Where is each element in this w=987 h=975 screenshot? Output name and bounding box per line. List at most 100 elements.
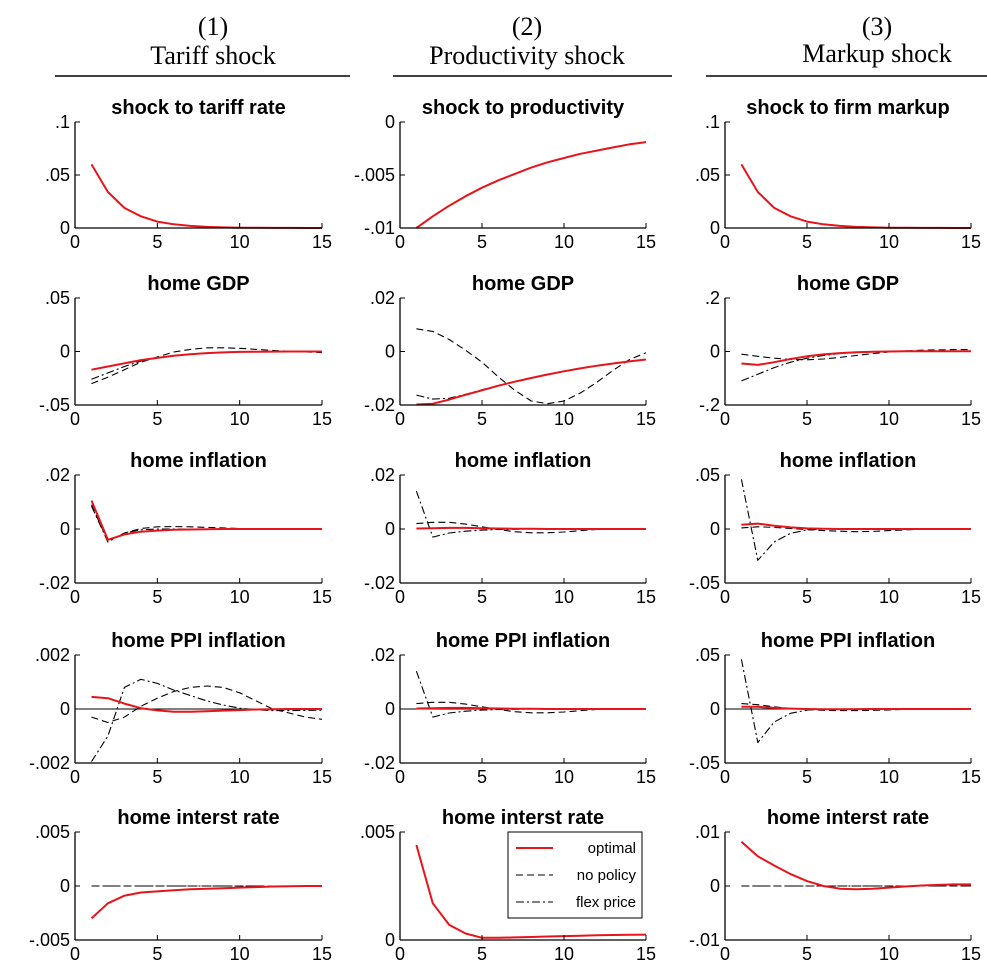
x-tick-label: 10	[230, 587, 250, 607]
y-tick-label: 0	[710, 876, 720, 896]
x-tick-label: 10	[879, 767, 899, 787]
y-tick-label: 0	[710, 699, 720, 719]
y-tick-label: .1	[705, 112, 720, 132]
y-tick-label: 0	[60, 876, 70, 896]
series-line-flex-price	[90, 505, 322, 543]
panel-title: home inflation	[455, 450, 592, 472]
x-tick-label: 5	[802, 767, 812, 787]
x-tick-label: 5	[477, 587, 487, 607]
y-tick-label: 0	[710, 342, 720, 362]
series-line-optimal	[741, 350, 971, 366]
x-tick-label: 5	[477, 232, 487, 252]
legend-label: optimal	[588, 840, 636, 857]
x-tick-label: 5	[802, 409, 812, 429]
y-tick-label: .02	[370, 465, 395, 485]
series-line-flex-price	[740, 659, 971, 744]
x-tick-label: 15	[312, 409, 332, 429]
x-tick-label: 15	[961, 232, 981, 252]
panel-title: home PPI inflation	[761, 630, 935, 652]
x-tick-label: 15	[636, 409, 656, 429]
x-tick-label: 0	[720, 944, 730, 964]
x-tick-label: 10	[879, 587, 899, 607]
y-tick-label: .05	[45, 165, 70, 185]
y-tick-label: 0	[710, 218, 720, 238]
chart-panel: shock to tariff rate 0 5 10 15 0 .05 .1	[45, 97, 332, 252]
column-title: Markup shock	[802, 39, 951, 68]
series-line-no-policy	[416, 328, 647, 405]
x-tick-label: 0	[395, 409, 405, 429]
column-title: Productivity shock	[429, 41, 625, 70]
y-tick-label: .02	[45, 465, 70, 485]
panel-title: home interst rate	[442, 807, 604, 829]
chart-panel: home interst rate 0 5 10 15 0 .005	[360, 807, 656, 964]
x-tick-label: 5	[802, 587, 812, 607]
x-tick-label: 0	[720, 232, 730, 252]
x-tick-label: 5	[152, 767, 162, 787]
x-tick-label: 10	[879, 944, 899, 964]
series-line-optimal	[90, 885, 322, 920]
panel-title: home inflation	[780, 450, 917, 472]
x-tick-label: 0	[395, 232, 405, 252]
panel-title: shock to tariff rate	[111, 97, 285, 119]
column-number: (2)	[512, 12, 542, 41]
panel-title: home interst rate	[117, 807, 279, 829]
x-tick-label: 15	[636, 944, 656, 964]
y-tick-label: -.05	[689, 753, 720, 773]
y-tick-label: 0	[60, 519, 70, 539]
panel-title: home PPI inflation	[436, 630, 610, 652]
x-tick-label: 5	[152, 944, 162, 964]
series-line-optimal	[740, 163, 971, 229]
y-tick-label: .1	[55, 112, 70, 132]
legend-label: no policy	[577, 867, 637, 884]
x-tick-label: 0	[70, 587, 80, 607]
y-tick-label: 0	[60, 342, 70, 362]
x-tick-label: 10	[230, 767, 250, 787]
x-tick-label: 0	[720, 767, 730, 787]
series-line-no-policy	[741, 349, 971, 361]
y-tick-label: 0	[385, 519, 395, 539]
x-tick-label: 10	[879, 409, 899, 429]
series-line-optimal	[416, 526, 646, 530]
y-tick-label: .05	[45, 288, 70, 308]
x-tick-label: 15	[961, 767, 981, 787]
y-tick-label: .02	[370, 288, 395, 308]
series-line-flex-price	[91, 678, 323, 762]
series-line-optimal	[91, 350, 322, 371]
x-tick-label: 10	[554, 767, 574, 787]
x-tick-label: 15	[961, 587, 981, 607]
x-tick-label: 0	[70, 944, 80, 964]
x-tick-label: 15	[636, 232, 656, 252]
y-tick-label: .005	[360, 822, 395, 842]
chart-panel: shock to productivity 0 5 10 15 -.01 -.005 0	[354, 97, 656, 252]
x-tick-label: 15	[961, 944, 981, 964]
panel-title: home GDP	[797, 273, 899, 295]
x-tick-label: 5	[152, 232, 162, 252]
y-tick-label: -.01	[364, 218, 395, 238]
x-tick-label: 5	[802, 232, 812, 252]
x-tick-label: 10	[554, 944, 574, 964]
y-tick-label: .005	[35, 822, 70, 842]
x-tick-label: 0	[720, 409, 730, 429]
y-tick-label: .2	[705, 288, 720, 308]
x-tick-label: 10	[554, 232, 574, 252]
column-title: Tariff shock	[150, 41, 276, 70]
y-tick-label: -.005	[354, 165, 395, 185]
series-line-no-policy	[91, 685, 323, 724]
x-tick-label: 15	[636, 767, 656, 787]
legend-label: flex price	[576, 894, 636, 911]
y-tick-label: -.05	[39, 395, 70, 415]
series-line-no-policy	[90, 504, 322, 542]
y-tick-label: 0	[710, 519, 720, 539]
panel-title: home GDP	[147, 273, 249, 295]
x-tick-label: 10	[879, 232, 899, 252]
panel-title: shock to productivity	[422, 97, 625, 119]
